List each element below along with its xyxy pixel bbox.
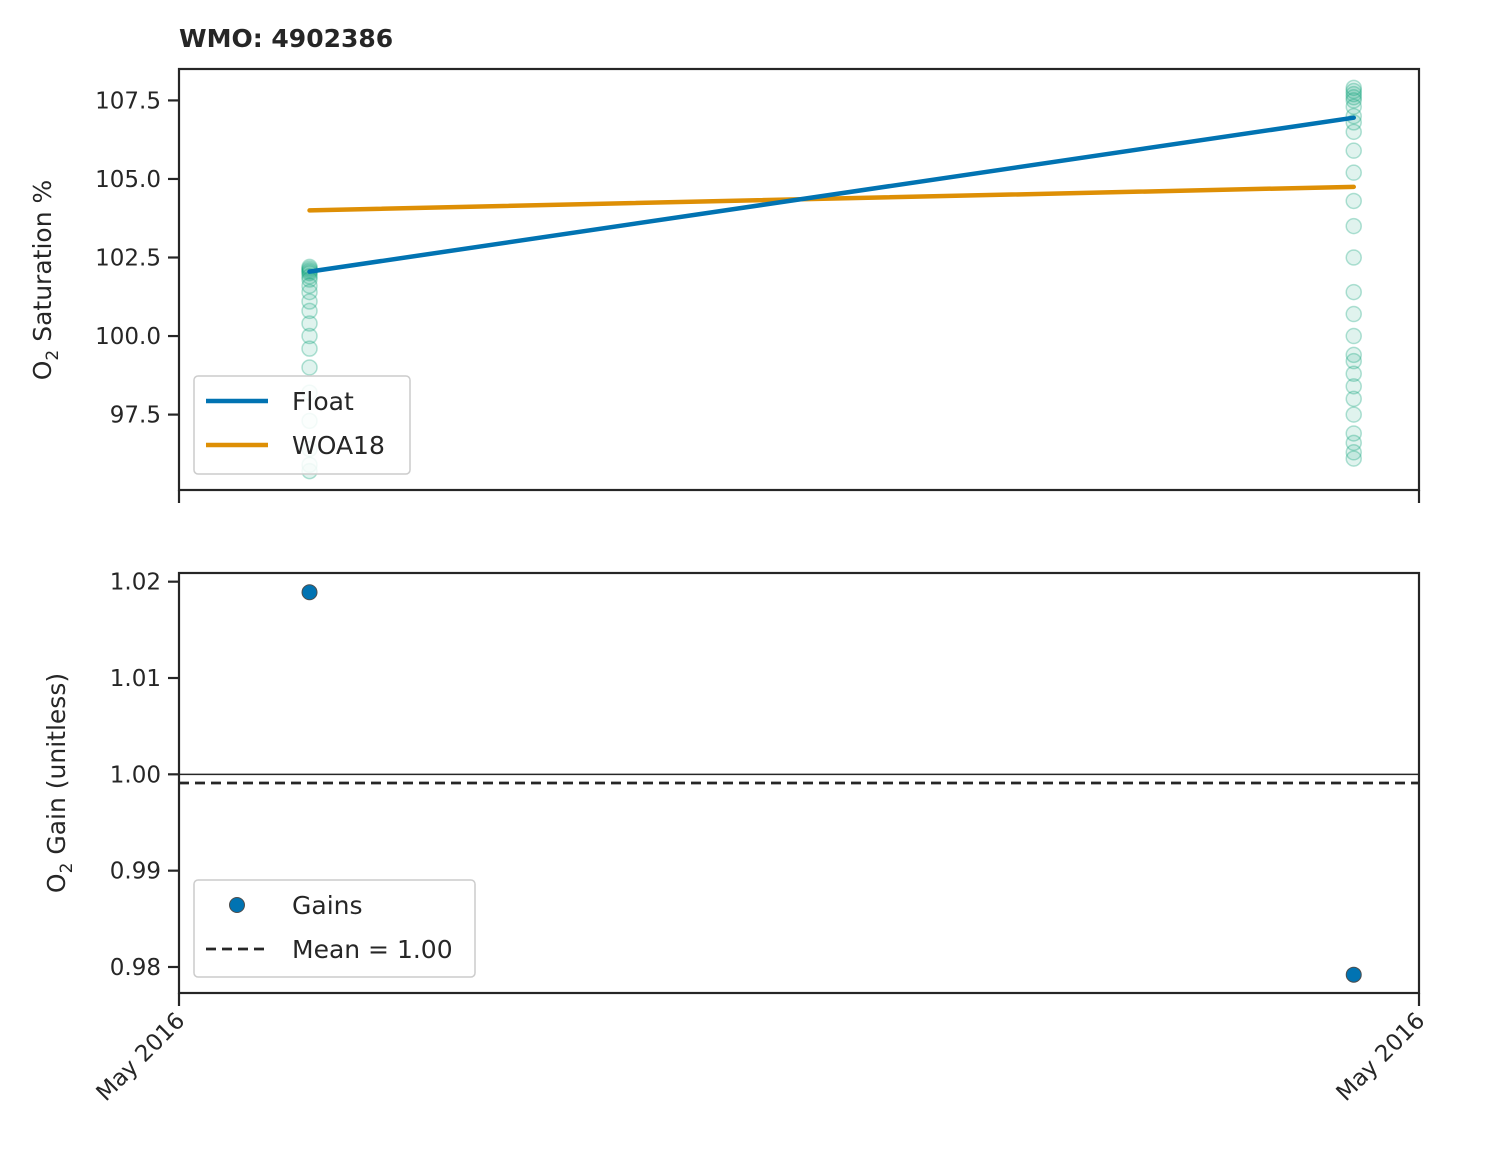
profile-point bbox=[1345, 249, 1362, 266]
legend-float-label: Float bbox=[292, 387, 354, 416]
profile-point bbox=[1345, 365, 1362, 383]
profile-point bbox=[1345, 406, 1362, 423]
profile-point bbox=[1345, 283, 1362, 301]
profile-point bbox=[1345, 123, 1362, 141]
saturation-panel: WMO: 4902386 97.5 100.0 102.5 105.0 107.5 O2… bbox=[28, 24, 1421, 503]
profile-point bbox=[301, 359, 318, 376]
profile-point bbox=[301, 302, 318, 320]
y-tick-label-bottom: 0.99 bbox=[110, 859, 161, 885]
profile-point bbox=[301, 340, 318, 357]
profile-point bbox=[1345, 164, 1362, 181]
y-tick-label-bottom: 0.98 bbox=[110, 955, 161, 981]
legend-gains-label: Gains bbox=[292, 891, 363, 920]
profile-point bbox=[1345, 450, 1362, 467]
plot-frame-bottom bbox=[177, 571, 1421, 995]
y-tick-label-bottom: 1.01 bbox=[110, 666, 161, 692]
plot-frame-top bbox=[177, 67, 1421, 492]
y-label-bottom-base: O bbox=[42, 873, 71, 893]
profile-point bbox=[1345, 390, 1362, 408]
profile-point bbox=[1345, 92, 1362, 109]
profile-point bbox=[1345, 98, 1362, 115]
y-tick-label-top: 105.0 bbox=[95, 167, 161, 193]
legend-mean-label: Mean = 1.00 bbox=[292, 935, 453, 964]
y-label-top-sub: 2 bbox=[43, 350, 63, 361]
y-label-bottom-sub: 2 bbox=[57, 863, 77, 874]
y-label-top-base: O bbox=[28, 361, 57, 381]
y-tick-label-top: 107.5 bbox=[95, 88, 161, 114]
profile-point bbox=[1345, 192, 1362, 210]
y-tick-label-top: 102.5 bbox=[95, 246, 161, 272]
profile-point bbox=[1345, 305, 1362, 323]
profile-point bbox=[1345, 217, 1362, 235]
profile-point bbox=[1345, 85, 1362, 103]
y-axis-label-bottom: O2 Gain (unitless) bbox=[42, 673, 77, 893]
legend-woa18-label: WOA18 bbox=[292, 431, 385, 460]
series-line-float bbox=[307, 115, 1356, 274]
y-tick-label-bottom: 1.00 bbox=[110, 762, 161, 788]
profile-point bbox=[1345, 89, 1362, 106]
y-tick-label-top: 97.5 bbox=[110, 403, 161, 429]
legend-top: Float WOA18 bbox=[193, 375, 411, 475]
y-ticks-bottom: 0.98 0.99 1.00 1.01 1.02 bbox=[110, 570, 179, 981]
profile-point bbox=[301, 293, 318, 310]
series-lines bbox=[307, 115, 1356, 274]
reference-lines bbox=[179, 773, 1419, 785]
legend-bottom: Gains Mean = 1.00 bbox=[193, 879, 476, 978]
profile-point bbox=[1345, 346, 1362, 364]
y-ticks-top: 97.5 100.0 102.5 105.0 107.5 bbox=[95, 88, 179, 429]
y-label-bottom-rest: Gain (unitless) bbox=[42, 673, 71, 863]
profile-point bbox=[1345, 327, 1362, 345]
legend-frame-bottom bbox=[193, 879, 476, 978]
y-label-top-rest: Saturation % bbox=[28, 180, 57, 350]
profile-point bbox=[301, 283, 318, 301]
profile-point bbox=[301, 277, 318, 295]
profile-point bbox=[1345, 378, 1362, 395]
gain-points bbox=[301, 584, 1362, 983]
profile-point bbox=[1345, 425, 1362, 442]
y-axis-label-top: O2 Saturation % bbox=[28, 180, 63, 381]
chart-title: WMO: 4902386 bbox=[179, 24, 393, 53]
gain-panel: 0.980.991.001.011.02 May 2016 May 2016 O… bbox=[42, 570, 1430, 1107]
gain-point bbox=[1345, 966, 1362, 983]
profile-point bbox=[301, 315, 318, 332]
y-tick-label-top: 100.0 bbox=[95, 324, 161, 350]
y-tick-label-bottom: 1.02 bbox=[110, 570, 161, 596]
profile-point bbox=[1345, 444, 1362, 461]
series-line-woa18 bbox=[307, 184, 1356, 213]
profile-point bbox=[1345, 434, 1362, 452]
profile-point bbox=[301, 327, 318, 345]
legend-gains-marker bbox=[229, 897, 245, 913]
gain-point bbox=[301, 584, 318, 601]
profile-point bbox=[1345, 142, 1362, 159]
profile-point bbox=[1345, 352, 1362, 370]
profile-point bbox=[1345, 79, 1362, 97]
profile-point bbox=[1345, 82, 1362, 100]
